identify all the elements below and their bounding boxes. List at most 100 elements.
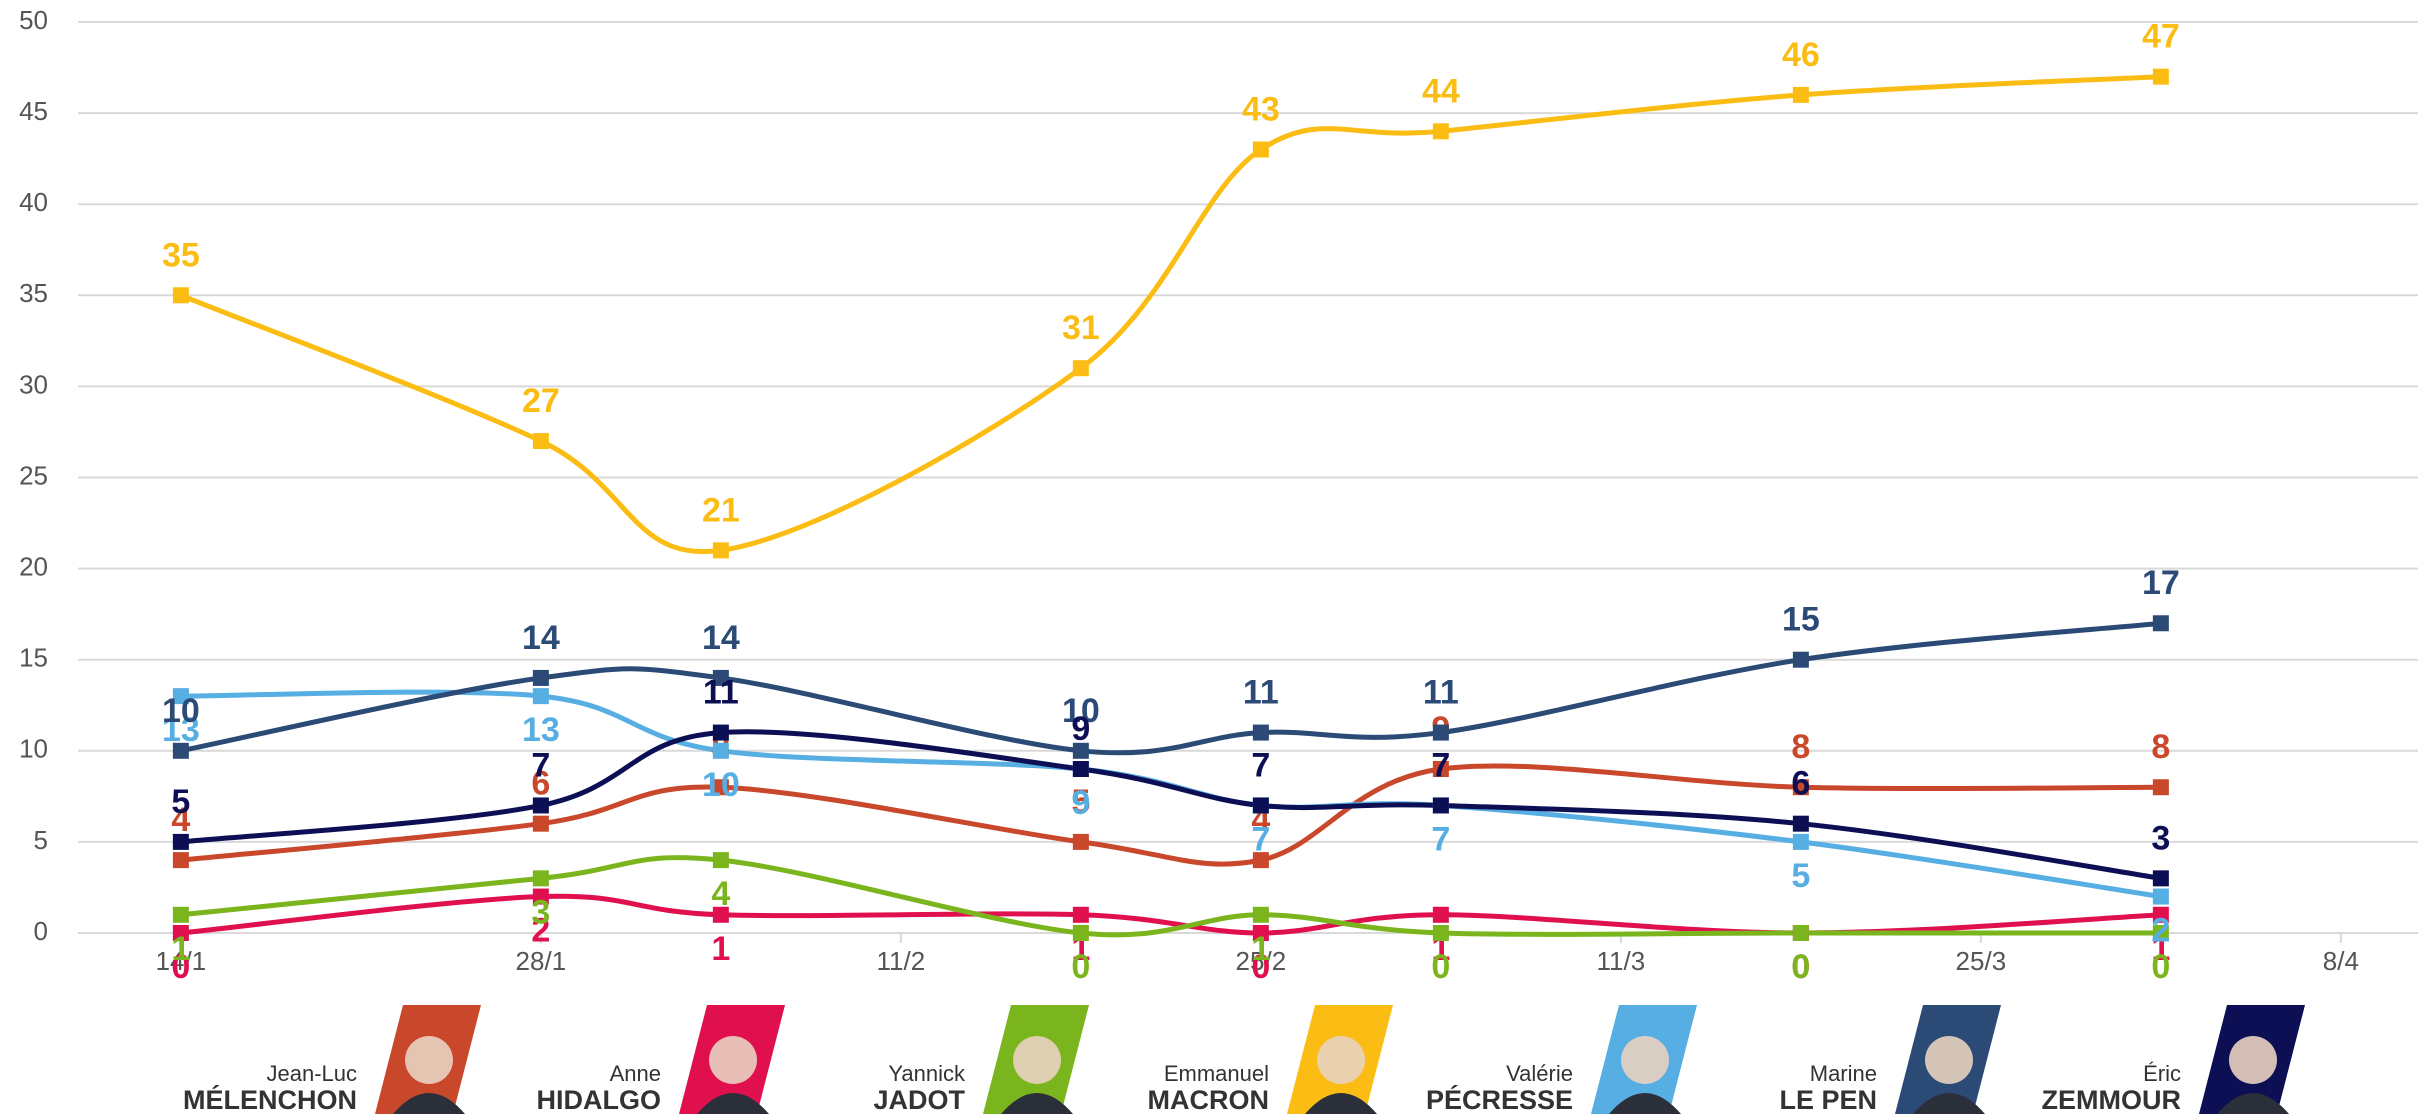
data-point [713, 743, 729, 759]
data-point [2153, 889, 2169, 905]
legend-photo-head [2229, 1036, 2277, 1084]
y-tick-label: 40 [19, 187, 48, 217]
legend-item: AnneHIDALGO [537, 1005, 786, 1114]
data-point [713, 725, 729, 741]
value-label: 7 [1251, 746, 1270, 784]
legend-first-name: Jean-Luc [266, 1061, 357, 1086]
value-label: 7 [531, 746, 550, 784]
y-tick-label: 50 [19, 5, 48, 35]
data-point [1433, 907, 1449, 923]
data-point [713, 852, 729, 868]
legend-first-name: Marine [1810, 1061, 1877, 1086]
value-label: 21 [702, 491, 740, 529]
data-point [2153, 779, 2169, 795]
legend-last-name: JADOT [873, 1085, 965, 1114]
legend-photo-head [1925, 1036, 1973, 1084]
legend-last-name: MÉLENCHON [183, 1084, 357, 1114]
value-label: 8 [1791, 728, 1810, 766]
y-tick-label: 35 [19, 278, 48, 308]
legend-first-name: Éric [2143, 1061, 2181, 1086]
value-label: 27 [522, 382, 560, 420]
data-point [1253, 142, 1269, 158]
value-label: 5 [171, 783, 190, 821]
value-label: 3 [2151, 819, 2170, 857]
value-label: 11 [1423, 674, 1459, 712]
series-line [181, 77, 2161, 552]
legend-last-name: ZEMMOUR [2042, 1085, 2181, 1114]
data-point [1073, 360, 1089, 376]
value-label: 4 [711, 875, 730, 913]
y-tick-label: 20 [19, 551, 48, 581]
x-tick-label: 28/1 [516, 946, 567, 976]
value-label: 46 [1782, 36, 1820, 74]
data-point [173, 287, 189, 303]
value-label: 10 [162, 692, 200, 730]
value-label: 15 [1782, 601, 1820, 639]
data-point [1793, 925, 1809, 941]
data-point [1793, 87, 1809, 103]
value-label: 7 [1431, 820, 1450, 858]
value-label: 0 [2151, 948, 2170, 986]
data-point [533, 816, 549, 832]
data-point [173, 743, 189, 759]
legend-photo-head [1013, 1036, 1061, 1084]
data-point [1793, 816, 1809, 832]
value-label: 14 [522, 619, 560, 657]
value-label: 43 [1242, 91, 1280, 129]
value-label: 6 [1791, 765, 1810, 803]
data-point [1253, 797, 1269, 813]
value-label: 2 [2151, 912, 2170, 950]
data-point [173, 852, 189, 868]
value-label: 11 [1243, 674, 1279, 712]
data-point [533, 670, 549, 686]
legend-last-name: PÉCRESSE [1426, 1084, 1573, 1114]
legend-first-name: Valérie [1506, 1061, 1573, 1086]
x-tick-label: 11/3 [1597, 946, 1646, 976]
legend-item: ValériePÉCRESSE [1426, 1005, 1697, 1114]
value-label: 1 [171, 930, 190, 968]
data-point [713, 542, 729, 558]
y-tick-label: 10 [19, 734, 48, 764]
data-point [533, 870, 549, 886]
data-point [1433, 797, 1449, 813]
data-point [533, 688, 549, 704]
value-label: 17 [2142, 564, 2180, 602]
y-tick-label: 25 [19, 460, 48, 490]
value-label: 0 [1791, 948, 1810, 986]
data-point [1433, 725, 1449, 741]
chart: 0510152025303540455014/128/111/225/211/3… [0, 0, 2435, 1114]
value-label: 7 [1431, 746, 1450, 784]
value-label: 44 [1422, 72, 1460, 110]
value-label: 1 [711, 930, 730, 968]
series-line [181, 623, 2161, 753]
data-point [173, 834, 189, 850]
value-label: 9 [1071, 710, 1090, 748]
legend-first-name: Yannick [888, 1061, 966, 1086]
value-label: 0 [1071, 948, 1090, 986]
y-tick-label: 0 [34, 916, 48, 946]
y-tick-label: 5 [34, 825, 48, 855]
data-point [2153, 870, 2169, 886]
legend-last-name: MACRON [1148, 1085, 1270, 1114]
value-label: 5 [1791, 857, 1810, 895]
data-point [1073, 834, 1089, 850]
data-point [1073, 761, 1089, 777]
value-label: 3 [531, 893, 550, 931]
legend-photo-head [1621, 1036, 1669, 1084]
data-point [1433, 123, 1449, 139]
value-label: 0 [1431, 948, 1450, 986]
data-point [1073, 907, 1089, 923]
data-point [173, 907, 189, 923]
value-label: 8 [2151, 728, 2170, 766]
legend-last-name: HIDALGO [537, 1085, 662, 1114]
data-point [1253, 907, 1269, 923]
data-point [1433, 925, 1449, 941]
data-point [1793, 652, 1809, 668]
data-point [2153, 69, 2169, 85]
value-label: 11 [703, 674, 739, 712]
legend-last-name: LE PEN [1779, 1085, 1877, 1114]
